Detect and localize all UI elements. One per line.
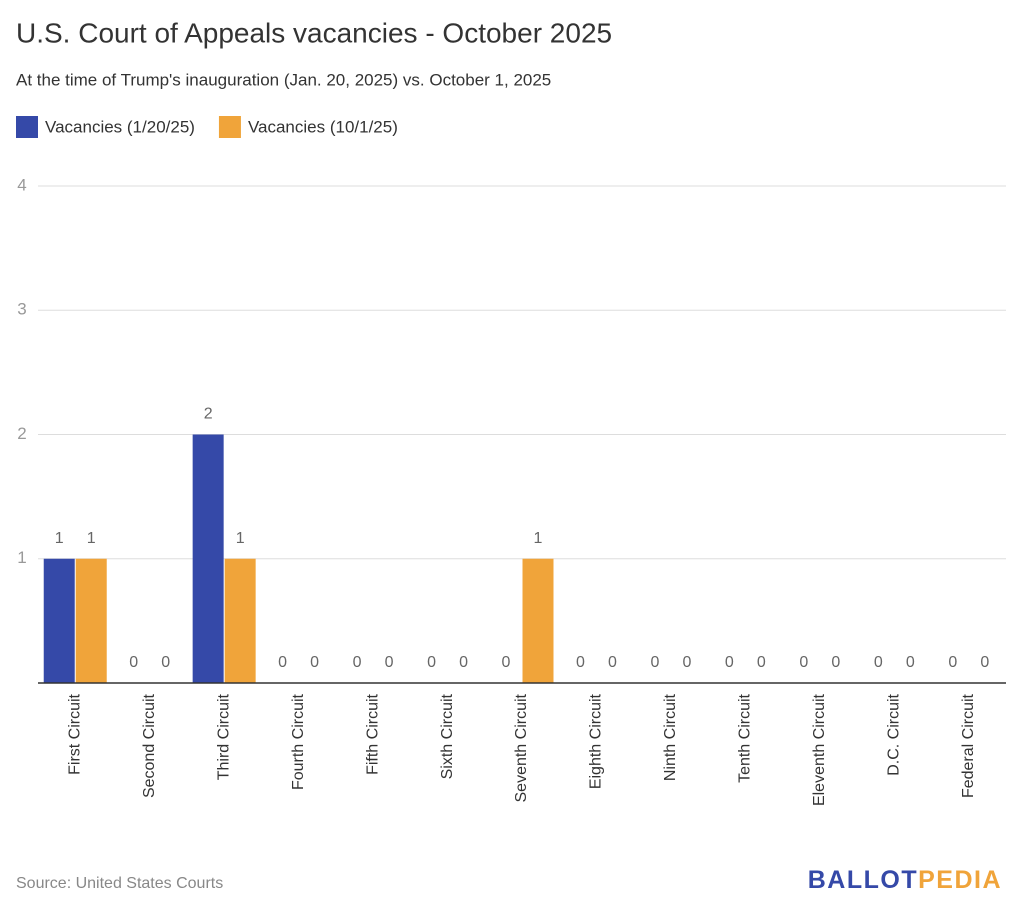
y-tick-label: 4 [17, 175, 26, 194]
data-label: 0 [874, 654, 883, 671]
data-label: 1 [87, 530, 96, 547]
data-label: 0 [725, 654, 734, 671]
logo-part: PEDIA [918, 866, 1002, 894]
x-tick-label: Fourth Circuit [290, 693, 307, 790]
data-label: 0 [427, 654, 436, 671]
data-label: 1 [236, 530, 245, 547]
data-label: 0 [161, 654, 170, 671]
source: Source: United States Courts [16, 875, 223, 892]
data-label: 1 [534, 530, 543, 547]
legend-label: Vacancies (10/1/25) [248, 117, 398, 136]
legend-swatch [218, 116, 241, 138]
y-tick-label: 1 [17, 548, 26, 567]
x-tick-label: Eleventh Circuit [811, 693, 828, 806]
data-label: 0 [576, 654, 585, 671]
x-tick-label: D.C. Circuit [886, 693, 903, 775]
chart-title: U.S. Court of Appeals vacancies - Octobe… [16, 17, 612, 48]
data-label: 0 [906, 654, 915, 671]
data-label: 1 [55, 530, 64, 547]
data-label: 0 [682, 654, 691, 671]
bar [192, 434, 224, 683]
data-label: 0 [650, 654, 659, 671]
bar [224, 558, 256, 683]
y-tick-label: 3 [17, 300, 26, 319]
data-label: 0 [948, 654, 957, 671]
x-tick-label: Eighth Circuit [588, 693, 605, 789]
y-tick-label: 2 [17, 424, 26, 443]
data-label: 0 [278, 654, 287, 671]
data-label: 0 [385, 654, 394, 671]
data-label: 0 [831, 654, 840, 671]
chart-subtitle: At the time of Trump's inauguration (Jan… [16, 70, 551, 89]
x-tick-label: First Circuit [66, 693, 83, 774]
data-label: 0 [129, 654, 138, 671]
x-tick-label: Fifth Circuit [364, 693, 381, 774]
logo-part: BALLOT [808, 866, 918, 894]
legend-swatch [16, 116, 38, 138]
legend-label: Vacancies (1/20/25) [45, 117, 195, 136]
bar [522, 558, 554, 683]
data-label: 0 [459, 654, 468, 671]
x-tick-label: Second Circuit [141, 693, 158, 798]
bar [43, 558, 75, 683]
logo: BALLOTPEDIA [808, 866, 1002, 894]
data-label: 0 [502, 654, 511, 671]
x-tick-label: Federal Circuit [960, 693, 977, 798]
data-label: 0 [310, 654, 319, 671]
data-label: 2 [204, 406, 213, 423]
x-tick-label: Sixth Circuit [439, 693, 456, 779]
data-label: 0 [757, 654, 766, 671]
x-tick-label: Tenth Circuit [737, 693, 754, 782]
data-label: 0 [799, 654, 808, 671]
x-tick-label: Third Circuit [215, 693, 232, 780]
bar [75, 558, 107, 683]
data-label: 0 [980, 654, 989, 671]
data-label: 0 [608, 654, 617, 671]
x-tick-label: Seventh Circuit [513, 693, 530, 802]
x-tick-label: Ninth Circuit [662, 693, 679, 781]
data-label: 0 [353, 654, 362, 671]
